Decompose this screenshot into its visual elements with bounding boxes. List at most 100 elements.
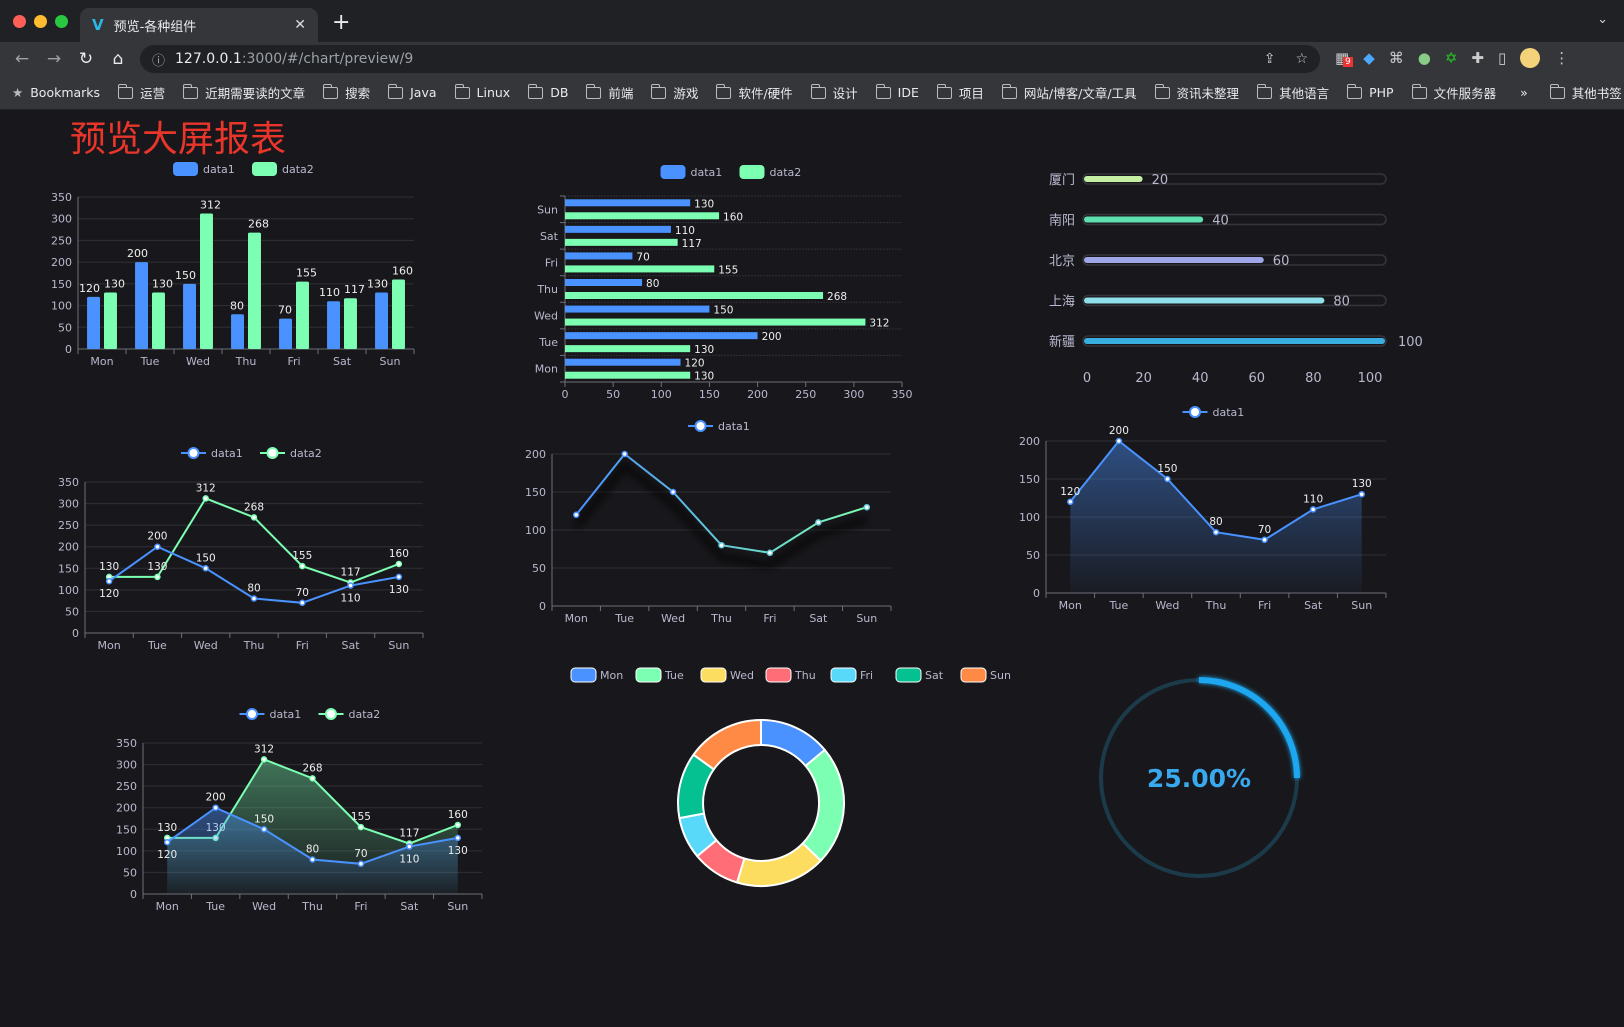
x-tick-label: Sat — [1304, 599, 1323, 612]
back-arrow-icon[interactable]: ← — [14, 49, 30, 69]
data-point — [815, 519, 822, 526]
bookmark-label: 搜索 — [345, 86, 371, 101]
x-tick-label: Tue — [205, 900, 225, 913]
close-window-button[interactable] — [13, 15, 26, 28]
y-tick-label: 100 — [58, 584, 79, 597]
puzzle-extensions-icon[interactable]: ✚ — [1471, 49, 1484, 67]
data-point — [406, 843, 413, 850]
new-tab-button[interactable]: + — [332, 10, 351, 35]
progress-ring-label: 25.00% — [1147, 764, 1251, 793]
progress-ring-arc — [1198, 677, 1300, 779]
point-data-label: 80 — [247, 582, 260, 594]
data-point — [1261, 536, 1268, 544]
x-tick-label: Wed — [1155, 599, 1179, 612]
data-point — [621, 450, 628, 458]
bookmark-folder[interactable]: IDE — [875, 83, 919, 102]
maximize-window-button[interactable] — [55, 15, 68, 28]
x-tick-label: 200 — [747, 388, 768, 401]
bookmark-folder[interactable]: PHP — [1347, 83, 1394, 102]
diamond-extension-icon[interactable]: ◆ — [1363, 49, 1375, 67]
bar-data-label: 150 — [713, 305, 733, 317]
bookmark-folder[interactable]: 文件服务器 — [1411, 83, 1496, 102]
point-data-label: 110 — [1303, 493, 1323, 505]
legend-swatch — [252, 162, 277, 176]
legend-marker-icon — [246, 708, 258, 720]
minimize-window-button[interactable] — [34, 15, 47, 28]
city-label: 上海 — [1049, 295, 1075, 310]
bookmark-folder[interactable]: Java — [388, 83, 437, 102]
x-tick-label: Mon — [156, 900, 179, 913]
folder-icon — [1411, 83, 1427, 99]
data-point — [260, 826, 268, 833]
legend-label: data2 — [349, 708, 381, 721]
star-extension-icon[interactable]: ✡ — [1444, 49, 1458, 67]
menu-kebab-icon[interactable]: ⋮ — [1554, 49, 1570, 67]
bar-data-label: 150 — [175, 269, 196, 282]
home-icon[interactable]: ⌂ — [112, 49, 124, 69]
point-data-label: 150 — [196, 552, 216, 564]
bookmarks-button[interactable]: ★ Bookmarks — [12, 85, 100, 100]
bookmark-folder[interactable]: 运营 — [118, 83, 165, 102]
y-tick-label: 50 — [58, 321, 72, 334]
y-tick-label: 100 — [51, 300, 72, 313]
bookmark-folder[interactable]: 设计 — [810, 83, 858, 102]
bar-data-label: 130 — [694, 371, 714, 383]
bookmarks-label: Bookmarks — [30, 85, 101, 100]
bookmark-folder[interactable]: 游戏 — [651, 83, 698, 102]
more-bookmarks-button[interactable]: » — [1520, 85, 1528, 100]
site-info-icon[interactable]: ⓘ — [152, 53, 166, 69]
side-panel-icon[interactable]: ▯ — [1497, 49, 1507, 67]
other-bookmarks-folder[interactable]: 其他书签 — [1549, 83, 1622, 102]
forward-arrow-icon[interactable]: → — [46, 49, 62, 69]
legend-swatch — [635, 667, 662, 683]
x-tick-label: Mon — [1059, 599, 1082, 612]
bookmark-folder[interactable]: 资讯未整理 — [1154, 83, 1239, 102]
bar-data1 — [565, 305, 710, 313]
bookmark-folder[interactable]: 前端 — [586, 83, 633, 102]
bookmark-folder[interactable]: Linux — [454, 83, 510, 102]
city-label: 南阳 — [1049, 213, 1075, 229]
data-point — [766, 549, 774, 557]
x-tick-label: Wed — [194, 639, 218, 652]
bookmark-star-icon[interactable]: ☆ — [1295, 51, 1308, 67]
bookmark-folder[interactable]: 搜索 — [323, 83, 370, 102]
legend-swatch — [830, 667, 857, 683]
bookmark-folder[interactable]: 近期需要读的文章 — [183, 83, 305, 102]
share-icon[interactable]: ⇪ — [1263, 51, 1276, 67]
bookmark-label: 游戏 — [673, 86, 699, 101]
point-data-label: 130 — [389, 584, 409, 596]
bookmark-label: 网站/博客/文章/工具 — [1023, 86, 1137, 101]
point-data-label: 117 — [399, 828, 419, 840]
bookmark-folder[interactable]: 项目 — [936, 83, 984, 102]
bar-data1 — [375, 292, 388, 349]
point-data-label: 155 — [292, 550, 312, 562]
tab-search-chevron-icon[interactable]: ⌄ — [1597, 12, 1608, 27]
browser-tab[interactable]: V 预览-各种组件 ✕ — [80, 8, 318, 42]
folder-icon — [1347, 83, 1363, 99]
point-data-label: 130 — [1352, 478, 1372, 490]
reload-icon[interactable]: ↻ — [78, 49, 94, 69]
profile-avatar[interactable] — [1520, 48, 1541, 68]
extension-icon[interactable]: ▦9 — [1335, 49, 1353, 67]
bookmark-folder[interactable]: 其他语言 — [1257, 83, 1329, 102]
command-extension-icon[interactable]: ⌘ — [1388, 49, 1404, 67]
folder-icon — [323, 83, 339, 99]
data-point — [454, 821, 462, 829]
y-tick-label: 250 — [116, 780, 137, 793]
bookmark-folder[interactable]: DB — [528, 83, 568, 102]
legend-swatch — [895, 667, 922, 683]
address-bar[interactable]: ⓘ 127.0.0.1 :3000/#/chart/preview/9 ⇪ ☆ — [140, 45, 1320, 73]
bookmark-folder[interactable]: 网站/博客/文章/工具 — [1001, 83, 1137, 102]
point-data-label: 120 — [157, 849, 177, 861]
circle-extension-icon[interactable]: ● — [1417, 49, 1431, 67]
y-tick-label: 0 — [72, 627, 79, 640]
bookmark-folder[interactable]: 软件/硬件 — [716, 83, 793, 102]
x-tick-label: Mon — [98, 639, 121, 652]
x-tick-label: 0 — [562, 388, 569, 401]
bar-data2 — [248, 232, 261, 349]
data-point — [1067, 498, 1074, 506]
close-tab-icon[interactable]: ✕ — [294, 17, 306, 33]
x-tick-label: 150 — [699, 388, 720, 401]
url-host: 127.0.0.1 — [175, 51, 242, 67]
y-tick-label: 300 — [58, 498, 79, 511]
